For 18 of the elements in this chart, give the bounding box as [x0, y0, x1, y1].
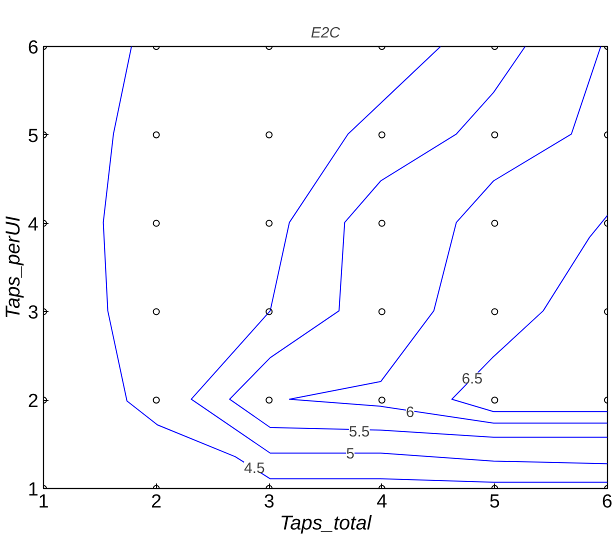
y-tick-label: 3: [28, 302, 39, 324]
y-tick-label: 4: [28, 214, 39, 236]
annotation: 4.5: [244, 460, 265, 477]
annotation: 5.5: [348, 424, 370, 441]
chart-title: E2C: [310, 24, 340, 42]
x-axis-title: Taps_total: [280, 512, 372, 534]
x-tick-label: 4: [376, 492, 388, 512]
annotation: 6.5: [462, 370, 483, 388]
x-tick-label: 2: [151, 492, 162, 512]
x-tick-label: 3: [264, 492, 274, 512]
x-tick-label: 6: [602, 492, 612, 512]
annotation: 6: [406, 404, 414, 422]
y-tick-label: 2: [28, 391, 39, 412]
y-axis-title: Taps_perUI: [2, 216, 24, 319]
annotation: 5: [346, 446, 354, 463]
x-tick-label: 5: [489, 492, 500, 512]
y-tick-label: 5: [28, 126, 39, 147]
y-tick-label: 6: [28, 38, 39, 58]
